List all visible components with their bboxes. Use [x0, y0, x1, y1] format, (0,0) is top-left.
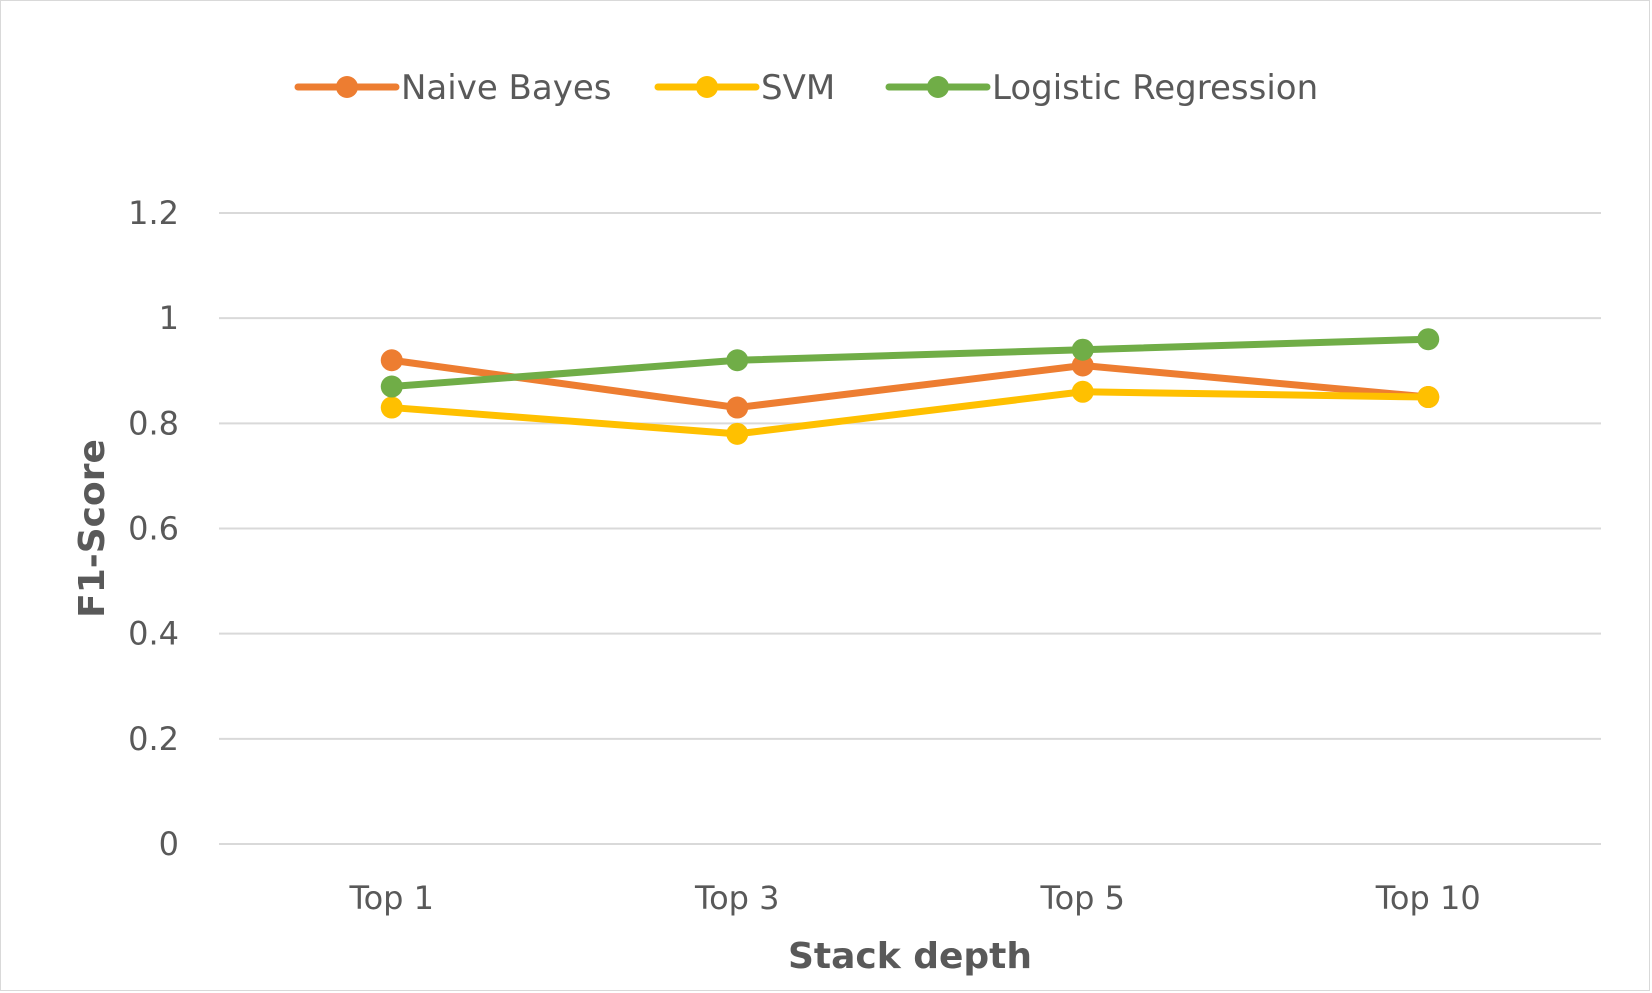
data-point: [726, 349, 749, 372]
series-naive-bayes: [380, 349, 1440, 419]
series-logistic-regression: [380, 328, 1440, 398]
data-point: [380, 396, 403, 419]
legend-item: Naive Bayes: [294, 68, 611, 108]
y-tick-label: 0: [159, 825, 179, 863]
x-axis-title: Stack depth: [788, 936, 1032, 977]
gridlines: [219, 212, 1601, 845]
y-tick-label: 0.2: [128, 720, 179, 758]
legend-label: SVM: [761, 68, 835, 108]
y-tick-label: 0.8: [128, 404, 179, 442]
legend-marker: [927, 76, 949, 98]
data-point: [1071, 354, 1094, 377]
x-tick-label: Top 5: [1039, 879, 1125, 917]
data-point: [1071, 338, 1094, 361]
data-point: [380, 375, 403, 398]
y-tick-label: 0.6: [128, 510, 179, 548]
x-tick-label: Top 10: [1375, 879, 1481, 917]
legend-marker: [336, 76, 358, 98]
series-line: [388, 388, 1432, 438]
y-tick-label: 0.4: [128, 615, 179, 653]
x-axis-ticks: Top 1 Top 3 Top 5 Top 10: [348, 879, 1480, 917]
y-tick-label: 1.2: [128, 194, 179, 232]
legend-label: Logistic Regression: [992, 68, 1318, 108]
series-svm: [380, 380, 1440, 445]
data-point: [726, 422, 749, 445]
data-point: [1417, 386, 1440, 409]
legend-item: Logistic Regression: [885, 68, 1318, 108]
series-line: [388, 335, 1432, 391]
data-point: [1417, 328, 1440, 351]
series-line: [388, 356, 1432, 412]
data-point: [726, 396, 749, 419]
legend-label: Naive Bayes: [401, 68, 611, 108]
legend-marker: [696, 76, 718, 98]
y-axis-ticks: 0 0.2 0.4 0.6 0.8 1 1.2: [128, 194, 179, 863]
data-point: [1071, 380, 1094, 403]
x-tick-label: Top 1: [348, 879, 434, 917]
y-axis-title: F1-Score: [72, 439, 113, 618]
legend-item: SVM: [654, 68, 835, 108]
series-layer: [380, 328, 1440, 445]
y-tick-label: 1: [159, 299, 179, 337]
legend: Naive Bayes SVM Logistic Regression: [294, 68, 1318, 108]
x-tick-label: Top 3: [694, 879, 780, 917]
data-point: [380, 349, 403, 372]
